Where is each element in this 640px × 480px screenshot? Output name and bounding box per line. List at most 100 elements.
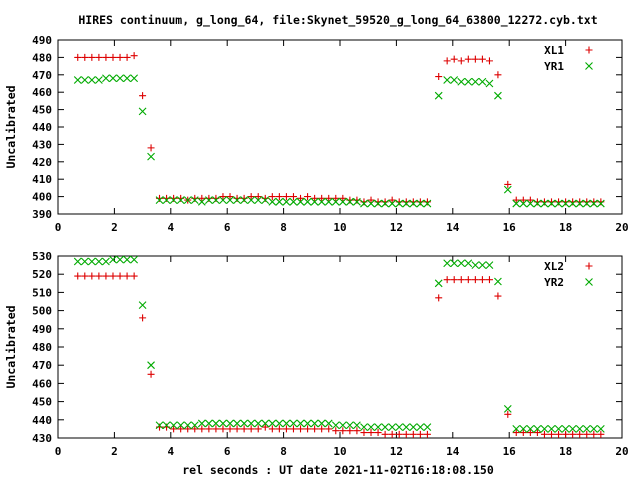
data-point-xl2 (212, 425, 220, 433)
data-point-xl1 (512, 196, 520, 204)
data-point-yr1 (116, 74, 124, 83)
data-point-yr1 (80, 76, 89, 84)
x-tick-label: 10 (333, 221, 346, 234)
data-point-xl2 (597, 430, 605, 438)
y-tick-label: 500 (32, 305, 52, 318)
data-point-yr2 (190, 421, 199, 430)
data-point-xl1 (471, 55, 479, 63)
data-point-yr1 (183, 196, 192, 204)
data-point-xl2 (512, 429, 520, 437)
data-point-yr1 (147, 152, 155, 161)
data-point-yr1 (123, 74, 131, 83)
data-point-yr2 (109, 255, 117, 264)
data-point-xl1 (457, 57, 465, 65)
legend-label-yr1: YR1 (544, 60, 564, 73)
data-point-xl1 (123, 53, 131, 61)
data-point-xl2 (494, 292, 502, 300)
data-point-yr2 (589, 425, 598, 433)
y-tick-label: 440 (32, 414, 52, 427)
data-point-xl2 (268, 425, 276, 433)
data-point-yr1 (289, 197, 298, 206)
data-point-yr1 (331, 197, 340, 206)
data-point-xl1 (443, 57, 451, 65)
x-tick-label: 14 (446, 445, 460, 458)
data-point-xl2 (177, 425, 185, 433)
data-point-xl2 (395, 430, 403, 438)
data-point-yr2 (254, 419, 263, 428)
data-point-yr1 (345, 197, 354, 206)
lower-plot-panel: 0 2 4 6 8 10 12 14 16 18 20 430 440 450 460 470 480 490 50… (4, 250, 629, 458)
x-tick-label: 8 (280, 221, 287, 234)
data-point-xl1 (247, 193, 255, 201)
x-tick-label: 16 (503, 445, 517, 458)
y-tick-label: 450 (32, 396, 52, 409)
data-point-yr1 (395, 199, 404, 208)
legend-label-xl2: XL2 (544, 260, 564, 273)
data-point-xl1 (198, 194, 206, 202)
data-point-yr1 (324, 197, 333, 206)
data-point-xl2 (184, 425, 192, 433)
data-point-yr1 (540, 199, 549, 208)
data-point-xl1 (102, 53, 110, 61)
data-point-xl2 (198, 425, 206, 433)
data-point-yr2 (423, 423, 432, 431)
data-point-yr2 (116, 255, 124, 264)
data-point-yr2 (240, 419, 249, 428)
data-point-yr1 (73, 76, 82, 84)
x-tick-label: 14 (446, 221, 460, 234)
data-point-yr1 (233, 196, 241, 204)
data-point-xl1 (478, 55, 486, 63)
data-point-yr2 (176, 421, 185, 430)
y-tick-label: 420 (32, 156, 52, 169)
data-point-yr1 (212, 196, 220, 204)
data-point-xl2 (533, 429, 541, 437)
data-point-xl2 (332, 427, 340, 435)
data-point-xl1 (226, 193, 234, 201)
data-point-xl1 (526, 196, 534, 204)
data-point-xl2 (555, 430, 563, 438)
x-tick-label: 12 (390, 445, 403, 458)
data-point-yr2 (596, 425, 605, 433)
data-point-xl1 (139, 92, 147, 100)
data-point-xl2 (318, 425, 326, 433)
data-point-yr1 (102, 74, 110, 83)
data-point-xl2 (409, 430, 417, 438)
data-point-yr2 (130, 255, 139, 264)
data-point-xl2 (590, 430, 598, 438)
data-point-yr2 (310, 419, 319, 428)
data-point-yr1 (109, 74, 117, 83)
data-point-xl1 (485, 57, 493, 65)
data-point-xl2 (81, 272, 89, 280)
data-point-yr2 (289, 419, 298, 428)
data-point-yr2 (282, 419, 291, 428)
data-point-yr2 (80, 257, 89, 266)
data-point-yr1 (423, 199, 432, 208)
y-tick-label: 440 (32, 121, 52, 134)
data-point-yr1 (596, 199, 605, 208)
data-point-yr1 (169, 196, 178, 204)
data-point-yr2 (457, 259, 466, 268)
x-tick-label: 4 (167, 221, 174, 234)
data-point-xl2 (109, 272, 117, 280)
data-point-xl1 (450, 55, 458, 63)
data-point-xl2 (360, 429, 368, 437)
y-tick-label: 510 (32, 286, 52, 299)
data-point-yr2 (485, 261, 494, 269)
data-point-yr1 (503, 185, 512, 194)
legend-label-xl1: XL1 (544, 44, 564, 57)
data-point-xl2 (240, 425, 248, 433)
data-point-xl1 (435, 73, 443, 81)
y-tick-label: 430 (32, 138, 52, 151)
data-point-xl2 (304, 425, 312, 433)
data-point-xl2 (416, 430, 424, 438)
data-point-yr2 (183, 421, 192, 430)
data-point-xl2 (548, 430, 555, 438)
data-point-yr2 (367, 423, 375, 431)
data-point-xl2 (576, 430, 584, 438)
data-point-yr1 (303, 197, 312, 206)
legend-label-yr2: YR2 (544, 276, 564, 289)
data-point-xl2 (402, 430, 410, 438)
y-tick-label: 490 (32, 34, 52, 47)
y-tick-label: 390 (32, 208, 52, 221)
data-point-xl2 (95, 272, 103, 280)
